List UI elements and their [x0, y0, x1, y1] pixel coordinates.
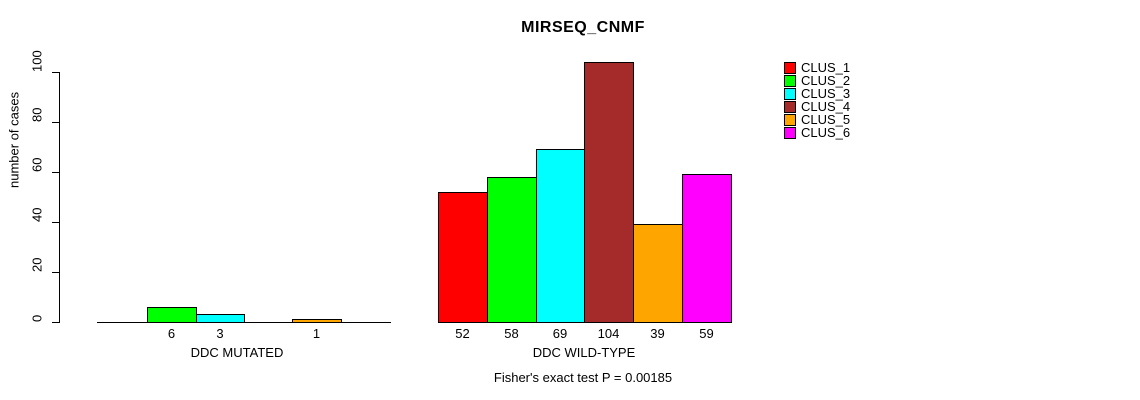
bar-clus_5-group1: [292, 319, 342, 323]
bar-clus_6-group2: [682, 174, 732, 323]
bar-value-label: 104: [597, 326, 620, 341]
legend: CLUS_1 CLUS_2 CLUS_3 CLUS_4 CLUS_5 CLUS_6: [784, 60, 851, 140]
legend-label: CLUS_3: [801, 86, 851, 101]
legend-swatch-clus_4: [784, 101, 796, 113]
legend-swatch-clus_3: [784, 88, 796, 100]
legend-item: CLUS_6: [784, 125, 851, 140]
group-label-mutated: DDC MUTATED: [190, 345, 284, 360]
bar-value-label: 6: [167, 326, 176, 341]
bar-clus_3-group1: [196, 314, 245, 323]
fisher-test-note: Fisher's exact test P = 0.00185: [493, 370, 673, 385]
y-axis-tick: [52, 272, 59, 273]
bar-clus_5-group2: [633, 224, 683, 323]
bar-clus_2-group1: [147, 307, 197, 323]
legend-item: CLUS_4: [784, 99, 851, 114]
bar-value-label: 39: [650, 326, 665, 341]
legend-swatch-clus_6: [784, 127, 796, 139]
y-axis-tick: [52, 322, 59, 323]
legend-label: CLUS_2: [801, 73, 851, 88]
legend-item: CLUS_3: [784, 86, 851, 101]
legend-label: CLUS_4: [801, 99, 851, 114]
bar-value-label: 1: [312, 326, 321, 341]
bar-clus_2-group2: [487, 177, 537, 323]
legend-label: CLUS_5: [801, 112, 851, 127]
legend-item: CLUS_5: [784, 112, 851, 127]
legend-item: CLUS_2: [784, 73, 851, 88]
bar-clus_3-group2: [536, 149, 585, 323]
bar-clus_4-group2: [584, 62, 634, 323]
y-axis-tick: [52, 122, 59, 123]
bar-value-label: 69: [552, 326, 568, 341]
legend-label: CLUS_1: [801, 60, 851, 75]
legend-item: CLUS_1: [784, 60, 851, 75]
legend-swatch-clus_1: [784, 62, 796, 74]
bar-value-label: 59: [699, 326, 714, 341]
y-axis-tick: [52, 222, 59, 223]
y-axis-tick: [52, 172, 59, 173]
bar-value-label: 52: [455, 326, 470, 341]
bar-value-label: 58: [504, 326, 519, 341]
chart-title: MIRSEQ_CNMF: [521, 19, 645, 36]
y-axis-tick: [52, 72, 59, 73]
legend-label: CLUS_6: [801, 125, 851, 140]
legend-swatch-clus_2: [784, 75, 796, 87]
y-axis-line: [59, 72, 60, 323]
group-label-wildtype: DDC WILD-TYPE: [532, 345, 636, 360]
legend-swatch-clus_5: [784, 114, 796, 126]
bar-value-label: 3: [216, 326, 224, 341]
bar-clus_1-group2: [438, 192, 488, 323]
